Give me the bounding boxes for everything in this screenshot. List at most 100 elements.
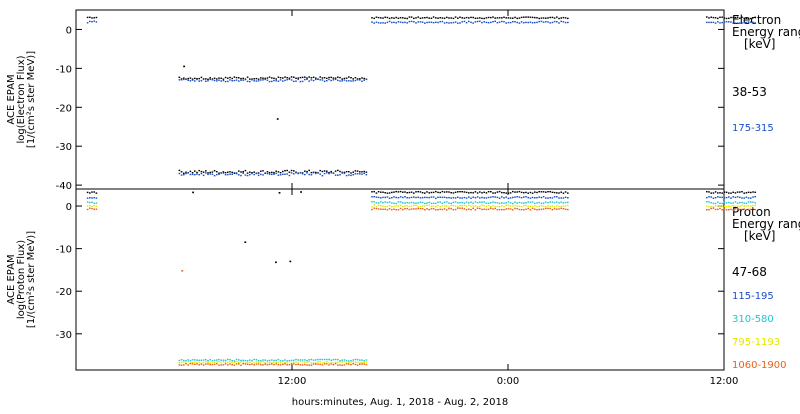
data-point	[95, 208, 98, 210]
data-point	[437, 196, 439, 198]
data-point	[249, 359, 251, 361]
data-point	[424, 22, 426, 24]
data-point	[435, 206, 437, 208]
data-point	[91, 205, 93, 208]
data-point	[371, 201, 373, 203]
data-point	[266, 362, 269, 364]
x-axis-label: hours:minutes, Aug. 1, 2018 - Aug. 2, 20…	[292, 397, 508, 408]
data-point	[257, 174, 260, 177]
data-point	[343, 364, 346, 366]
data-point	[198, 80, 200, 82]
data-point	[246, 76, 249, 78]
data-point	[260, 77, 262, 79]
data-point	[262, 364, 264, 366]
data-point	[240, 361, 242, 363]
data-point	[404, 208, 406, 210]
data-point	[553, 208, 556, 210]
data-point	[441, 190, 444, 193]
data-point	[288, 361, 291, 363]
data-point	[426, 16, 428, 19]
data-point	[710, 196, 712, 198]
data-point	[542, 208, 545, 210]
data-point	[209, 173, 211, 175]
data-point	[393, 208, 395, 210]
data-point	[200, 76, 203, 79]
data-point	[386, 205, 389, 208]
data-point	[419, 201, 422, 203]
data-point	[315, 172, 317, 175]
data-point	[547, 17, 549, 19]
data-point	[527, 21, 529, 24]
y-tick-label: 0	[66, 25, 72, 36]
data-point	[479, 20, 481, 22]
data-point	[365, 363, 368, 366]
data-point	[315, 362, 317, 364]
data-point	[485, 197, 488, 199]
data-point	[350, 360, 352, 362]
data-point	[525, 202, 527, 204]
data-point	[242, 361, 244, 363]
data-point	[540, 17, 543, 19]
data-point	[736, 202, 739, 204]
data-point	[251, 79, 253, 81]
data-point	[538, 201, 540, 204]
data-point	[525, 16, 527, 18]
data-point	[273, 359, 275, 362]
data-point	[323, 172, 326, 175]
data-point	[465, 16, 468, 19]
data-point	[721, 209, 723, 211]
data-point	[461, 205, 463, 207]
data-point	[242, 171, 244, 173]
data-point	[514, 204, 516, 207]
data-point	[523, 196, 525, 198]
data-point	[553, 206, 556, 208]
data-point	[417, 196, 419, 198]
data-point	[556, 192, 558, 194]
data-point	[218, 360, 220, 363]
data-point	[523, 22, 525, 24]
y-axis-label-line: log(Proton Flux)	[16, 240, 27, 319]
data-point	[209, 362, 211, 364]
data-point	[233, 364, 236, 366]
data-point	[490, 191, 492, 193]
data-point	[319, 361, 321, 363]
data-point	[551, 205, 554, 207]
data-point	[560, 197, 562, 199]
data-point	[470, 21, 472, 24]
data-point	[712, 206, 715, 208]
data-point	[481, 196, 483, 199]
data-point	[216, 359, 218, 361]
data-point	[91, 207, 93, 210]
data-point	[279, 362, 282, 364]
data-point	[494, 207, 496, 210]
y-tick-label: -10	[56, 64, 72, 75]
data-point	[227, 361, 229, 363]
data-point	[527, 205, 529, 207]
data-point	[301, 80, 304, 83]
data-point	[373, 17, 375, 20]
data-point	[410, 196, 413, 199]
data-point	[262, 359, 264, 361]
data-point	[91, 197, 93, 199]
data-point	[545, 207, 547, 210]
data-point	[348, 80, 350, 82]
data-point	[725, 21, 728, 23]
data-point	[334, 170, 337, 172]
data-point	[516, 191, 518, 193]
data-point	[218, 358, 220, 361]
data-point	[95, 205, 98, 207]
data-point	[472, 16, 474, 19]
data-point	[723, 21, 726, 23]
data-point	[321, 77, 324, 79]
data-point	[380, 208, 382, 210]
data-point	[527, 196, 529, 199]
data-point	[448, 207, 450, 210]
data-point	[207, 361, 209, 363]
data-point	[386, 21, 389, 24]
data-point	[430, 208, 433, 210]
data-point	[732, 16, 734, 19]
data-point	[180, 171, 183, 173]
data-point	[395, 196, 397, 199]
data-point	[257, 363, 260, 365]
data-point	[321, 362, 324, 364]
